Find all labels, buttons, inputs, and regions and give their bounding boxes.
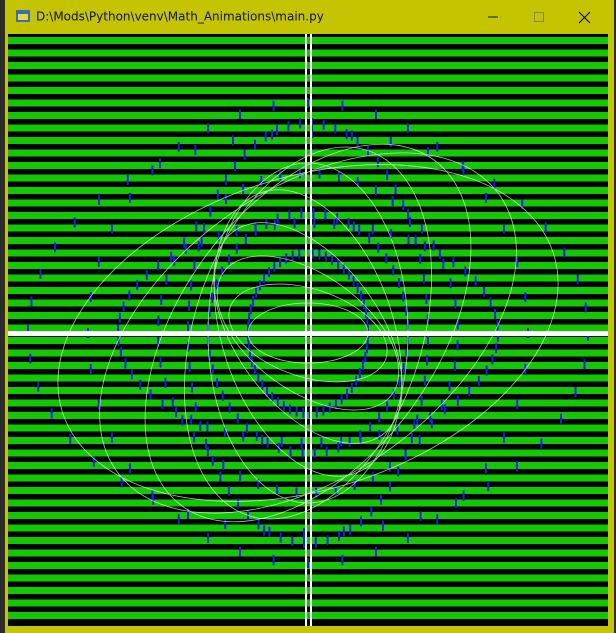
white-curve [213,222,403,444]
green-stripe [8,199,608,207]
close-button[interactable] [562,0,612,34]
green-stripe [8,549,608,557]
white-curve [184,146,432,520]
green-stripe [8,337,608,344]
green-stripe [8,474,608,482]
white-curve [144,143,472,523]
green-stripe [8,312,608,319]
green-stripe [8,249,608,257]
green-stripe [8,174,608,182]
green-stripe [8,537,608,544]
vertical-axis-left [305,34,307,626]
blue-pattern [27,98,589,568]
green-stripe [8,524,608,532]
green-stripe [8,162,608,169]
green-stripe [8,187,608,194]
green-stripe [8,487,608,494]
green-stripe [8,387,608,394]
white-curve [216,255,400,411]
green-stripe [8,87,608,94]
green-stripe [8,349,608,357]
white-curve [99,152,517,514]
green-stripe [8,612,608,619]
green-stripe [8,462,608,469]
green-stripe [8,449,608,457]
minimize-button[interactable] [470,0,516,34]
window-title: D:\Mods\Python\venv\Math_Animations\main… [36,10,324,24]
green-stripe [8,412,608,419]
green-stripe [8,212,608,219]
green-stripe [8,274,608,282]
green-stripe [8,574,608,582]
green-stripe [8,424,608,432]
green-stripe [8,237,608,244]
white-curve [228,283,388,383]
green-stripe [8,74,608,82]
green-stripe [8,262,608,269]
green-stripe [8,49,608,57]
title-bar [5,0,614,34]
green-stripe [8,137,608,144]
green-stripe [8,437,608,444]
vertical-axis-right [310,34,312,626]
green-stripe [8,62,608,69]
green-stripe [8,599,608,607]
green-stripe [8,399,608,407]
green-stripe [8,37,608,44]
green-stripe [8,149,608,157]
green-stripe [8,512,608,519]
green-stripe [8,224,608,232]
green-stripe [8,362,608,369]
green-stripe [8,374,608,382]
green-stripe [8,287,608,294]
green-stripe [8,324,608,332]
white-curve [213,189,403,477]
green-stripe [8,124,608,132]
green-stripe [8,112,608,119]
green-stripe [8,587,608,594]
horizontal-axis [8,331,608,336]
maximize-button[interactable] [516,0,562,34]
white-curve [57,164,559,502]
app-icon [16,10,30,22]
white-curves [57,143,559,523]
